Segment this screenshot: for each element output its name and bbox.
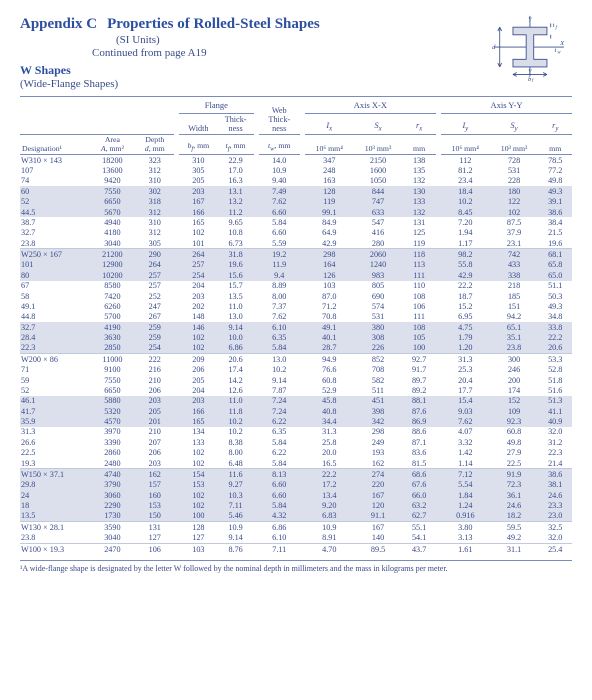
col-thickness: Thick- ness (218, 114, 254, 135)
page-header: Appendix C Properties of Rolled-Steel Sh… (20, 16, 572, 90)
svg-text:t: t (555, 47, 557, 54)
page-title: Properties of Rolled-Steel Shapes (107, 16, 320, 33)
svg-text:t: t (553, 22, 555, 29)
col-group-axis-y: Axis Y-Y (441, 97, 572, 114)
col-group-axis-x: Axis X-X (305, 97, 436, 114)
table-row: 59755021020514.29.1460.858289.720.420051… (20, 375, 572, 385)
table-row: 32.7418031210210.86.6064.94161251.9437.9… (20, 228, 572, 238)
header-text-block: Appendix C Properties of Rolled-Steel Sh… (20, 16, 480, 90)
table-row: 13.517301501005.464.326.8391.162.70.9161… (20, 511, 572, 522)
table-head: Flange Web Thick- ness Axis X-X Axis Y-Y… (20, 97, 572, 155)
table-row: 32.741902591469.146.1049.13801084.7565.1… (20, 322, 572, 332)
table-row: W130 × 28.1359013112810.96.8610.916755.1… (20, 522, 572, 533)
table-row: W150 × 37.1474016215411.68.1322.227468.6… (20, 469, 572, 480)
table-body: W310 × 1431820032331022.914.034721501381… (20, 155, 572, 555)
svg-text:Y: Y (528, 17, 533, 24)
table-row: W100 × 19.324701061038.767.114.7089.543.… (20, 543, 572, 554)
table-row: 22.528602061028.006.2220.019383.61.4227.… (20, 448, 572, 458)
table-row: 1071360031230517.010.9248160013581.25317… (20, 165, 572, 175)
table-row: 29.837901571539.276.6017.222067.65.5472.… (20, 480, 572, 490)
table-row: 60755030220313.17.4912884413018.418049.3 (20, 186, 572, 196)
svg-text:f: f (532, 79, 534, 82)
table-row: 67858025720415.78.8910380511022.221851.1 (20, 281, 572, 291)
table-row: 1822901531027.115.849.2012063.21.2424.62… (20, 500, 572, 510)
table-row: 35.9457020116510.26.2234.434286.97.6292.… (20, 416, 572, 426)
svg-text:f: f (555, 26, 557, 31)
table-row: 31.3397021013410.26.3531.329888.64.0760.… (20, 427, 572, 437)
col-width: Width (179, 114, 218, 135)
appendix-label: Appendix C (20, 16, 97, 33)
table-row: 19.324802031026.485.8416.516281.51.1422.… (20, 458, 572, 469)
col-group-flange: Flange (179, 97, 253, 114)
table-row: 44.8570026714813.07.6270.85311116.9594.2… (20, 312, 572, 322)
svg-text:w: w (557, 51, 561, 56)
table-row: 801020025725415.69.412698311142.933865.0 (20, 270, 572, 280)
table-row: 52665020620412.67.8752.951189.217.717451… (20, 385, 572, 395)
table-row: 1011290026425719.611.9164124011355.84336… (20, 260, 572, 270)
properties-table: Flange Web Thick- ness Axis X-X Axis Y-Y… (20, 96, 572, 554)
svg-text:X: X (559, 40, 565, 47)
table-row: 38.749403101659.655.8484.95471317.2087.5… (20, 217, 572, 227)
table-row: W250 × 1672120029026431.819.229820601189… (20, 249, 572, 260)
table-row: 28.4363025910210.06.3540.13081051.7935.1… (20, 332, 572, 342)
table-row: 23.830403051016.735.5942.92801191.1723.1… (20, 238, 572, 249)
table-row: 46.1588020320311.07.2445.845188.115.4152… (20, 396, 572, 406)
table-row: 74942031020516.39.40163105013223.422849.… (20, 176, 572, 186)
subtitle: (SI Units) (116, 34, 480, 46)
table-row: 24306016010210.36.6013.416766.01.8436.12… (20, 490, 572, 500)
table-row: 58742025220313.58.0087.069010818.718550.… (20, 291, 572, 301)
table-row: W200 × 861100022220920.613.094.985292.73… (20, 354, 572, 365)
table-row: 26.633902071338.385.8425.824987.13.3249.… (20, 437, 572, 447)
table-row: 49.1626024720211.07.3771.257410615.21514… (20, 301, 572, 311)
beam-cross-section-icon: d Y X tf tw bf Y (486, 14, 572, 82)
col-designation: Designation¹ (20, 135, 89, 155)
table-row: 23.830401271279.146.108.9114054.13.1349.… (20, 533, 572, 544)
footnote: ¹A wide-flange shape is designated by th… (20, 560, 572, 573)
shapes-label: W Shapes (20, 63, 480, 78)
table-row: 44.5567031216611.26.6099.16331328.451023… (20, 207, 572, 217)
continued-note: Continued from page A19 (92, 47, 480, 59)
table-row: 22.328502541026.865.8428.72261001.2023.8… (20, 343, 572, 354)
table-row: 52665031816713.27.6211974713310.212239.1 (20, 197, 572, 207)
table-row: W310 × 1431820032331022.914.034721501381… (20, 155, 572, 166)
col-web: Web Thick- ness (259, 97, 300, 135)
table-row: 71910021620617.410.276.670891.725.324652… (20, 365, 572, 375)
shapes-sublabel: (Wide-Flange Shapes) (20, 78, 480, 90)
table-row: 41.7532020516611.87.2440.839887.69.03109… (20, 406, 572, 416)
